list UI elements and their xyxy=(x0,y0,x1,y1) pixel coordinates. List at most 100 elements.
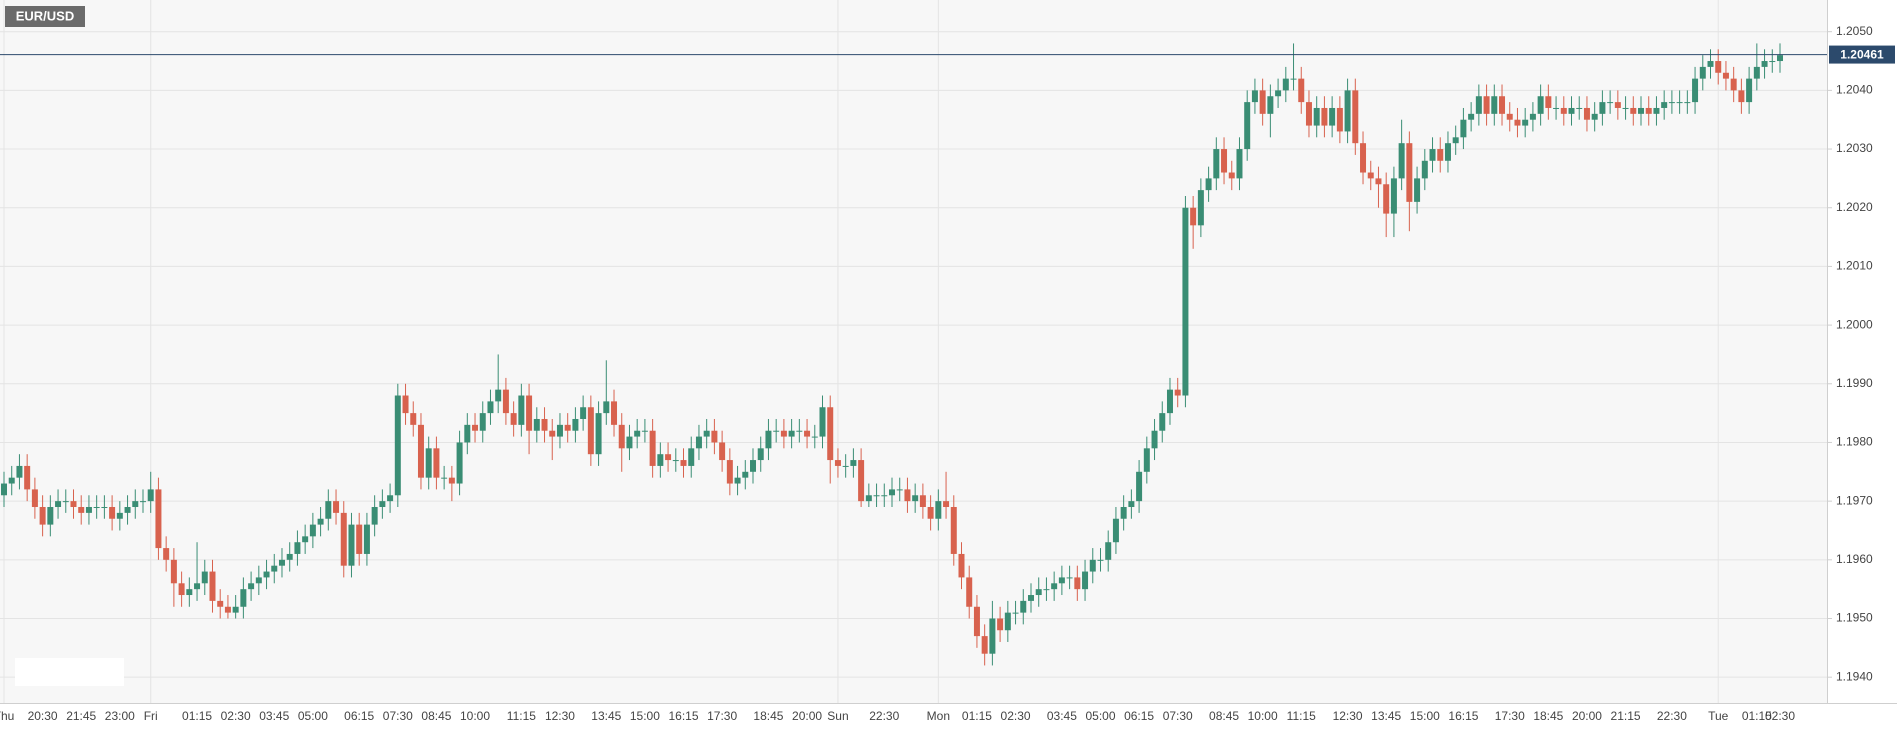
candle-body xyxy=(1043,589,1050,591)
candle-body xyxy=(47,507,54,525)
candle-body xyxy=(780,430,787,437)
x-tick-label: 15:00 xyxy=(1410,709,1440,723)
grid xyxy=(0,0,1827,703)
candle-body xyxy=(1027,595,1034,601)
candle-body xyxy=(1468,113,1475,120)
candle-body xyxy=(1676,102,1683,104)
candle-body xyxy=(1298,78,1305,103)
candle-body xyxy=(1352,90,1359,144)
candle-body xyxy=(896,489,903,491)
candle-body xyxy=(248,583,255,590)
candle-body xyxy=(904,489,911,502)
candle-body xyxy=(665,454,672,461)
candle-body xyxy=(402,395,409,414)
candle-body xyxy=(1213,149,1220,179)
candle-body xyxy=(1460,119,1467,138)
candle-body xyxy=(703,430,710,437)
x-tick-label: 06:15 xyxy=(1124,709,1154,723)
x-tick-label: 10:00 xyxy=(1248,709,1278,723)
candle-body xyxy=(1290,78,1297,80)
candle-body xyxy=(379,501,386,508)
candle-body xyxy=(1082,571,1089,590)
x-tick-label: 12:30 xyxy=(1333,709,1363,723)
candle-body xyxy=(240,589,247,607)
candle-body xyxy=(580,407,587,419)
candle-body xyxy=(1738,90,1745,103)
candle-body xyxy=(526,395,533,431)
candle-body xyxy=(1228,172,1235,179)
candle-body xyxy=(487,401,494,414)
candle-body xyxy=(1568,107,1575,114)
y-tick-label: 1.2030 xyxy=(1836,141,1873,155)
candle-body xyxy=(1421,160,1428,179)
candle-body xyxy=(1514,119,1521,126)
x-tick-label: 22:30 xyxy=(1657,709,1687,723)
candle-body xyxy=(1529,113,1536,120)
candle-body xyxy=(935,501,942,519)
candle-body xyxy=(1020,600,1027,613)
candle-body xyxy=(1151,430,1158,449)
x-tick-label: 15:00 xyxy=(630,709,660,723)
candle-body xyxy=(472,424,479,431)
candle-body xyxy=(1545,96,1552,108)
candle-body xyxy=(973,606,980,637)
candle-body xyxy=(209,571,216,601)
candle-body xyxy=(425,448,432,478)
candle-body xyxy=(1166,389,1173,414)
candle-body xyxy=(1321,107,1328,126)
candle-body xyxy=(1583,107,1590,120)
candle-body xyxy=(271,565,278,572)
candle-body xyxy=(811,436,818,438)
candle-body xyxy=(510,413,517,425)
y-tick-label: 1.1990 xyxy=(1836,376,1873,390)
x-tick-label: 02:30 xyxy=(1765,709,1795,723)
x-tick-label: 06:15 xyxy=(344,709,374,723)
candle-body xyxy=(618,424,625,449)
plot-background xyxy=(0,0,1827,703)
candle-body xyxy=(302,536,309,543)
axis-labels: 1.1940 1.1950 1.1960 1.1970 1.1980 1.1990 1.20… xyxy=(0,24,1895,723)
last-price-tag xyxy=(1829,45,1895,64)
candle-body xyxy=(873,495,880,497)
candle-body xyxy=(958,553,965,578)
candle-body xyxy=(1553,107,1560,109)
candle-body xyxy=(1236,149,1243,179)
candle-body xyxy=(78,507,85,513)
x-tick-label: 07:30 xyxy=(383,709,413,723)
candle-body xyxy=(865,495,872,502)
candle-body xyxy=(1004,612,1011,631)
candle-body xyxy=(1190,207,1197,226)
candle-body xyxy=(232,606,239,613)
y-tick-label: 1.1960 xyxy=(1836,552,1873,566)
candle-body xyxy=(55,501,62,508)
candle-body xyxy=(827,407,834,461)
candle-body xyxy=(1105,542,1112,560)
candle-body xyxy=(796,430,803,432)
candle-body xyxy=(456,442,463,484)
candle-body xyxy=(989,618,996,654)
candle-body xyxy=(572,418,579,431)
candle-body xyxy=(1159,413,1166,431)
candle-body xyxy=(695,436,702,449)
candle-body xyxy=(1329,107,1336,126)
candle-body xyxy=(881,495,888,497)
candle-body xyxy=(1722,72,1729,79)
candle-body xyxy=(294,542,301,554)
x-tick-label: 11:15 xyxy=(1287,709,1316,723)
candle-body xyxy=(1275,90,1282,97)
x-tick-label: Tue xyxy=(1708,709,1729,723)
candle-body xyxy=(441,477,448,479)
candle-body xyxy=(132,501,139,508)
candle-body xyxy=(147,489,154,502)
y-tick-label: 1.2050 xyxy=(1836,24,1873,38)
candle-body xyxy=(178,583,185,596)
x-tick-label: 18:45 xyxy=(1533,709,1563,723)
candle-body xyxy=(927,507,934,519)
x-tick-label: Sun xyxy=(827,709,848,723)
candle-body xyxy=(394,395,401,496)
candle-body xyxy=(1375,178,1382,185)
candle-body xyxy=(8,477,15,484)
candle-body xyxy=(85,507,92,513)
y-tick-label: 1.1980 xyxy=(1836,435,1873,449)
